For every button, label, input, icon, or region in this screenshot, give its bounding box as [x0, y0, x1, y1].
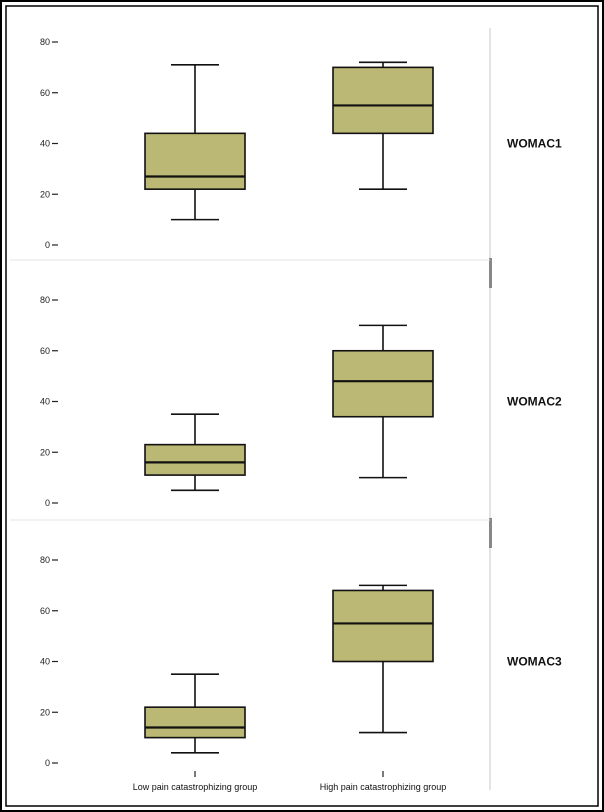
y-tick-label: 60: [40, 88, 50, 98]
y-tick-label: 20: [40, 189, 50, 199]
y-tick-label: 20: [40, 447, 50, 457]
iqr-box: [332, 349, 434, 418]
panels-group: 0 20 40 60 80 WOMAC1 0 20 40 60 80 WOMAC2 0 20 40 60 80 W…: [10, 28, 562, 790]
x-category-label: Low pain catastrophizing group: [133, 782, 258, 792]
iqr-box: [144, 706, 246, 739]
inner-frame: [5, 5, 599, 807]
box-high-group: [332, 584, 434, 734]
y-tick-label: 40: [40, 657, 50, 667]
y-tick-label: 0: [45, 240, 50, 250]
iqr-box: [332, 589, 434, 663]
box-high-group: [332, 61, 434, 190]
iqr-box: [144, 132, 246, 190]
y-tick-label: 20: [40, 707, 50, 717]
panel-label: WOMAC2: [507, 395, 562, 409]
box-low-group: [144, 64, 246, 221]
iqr-box: [144, 443, 246, 476]
panel-label: WOMAC1: [507, 137, 562, 151]
y-tick-label: 0: [45, 758, 50, 768]
panel-1: 0 20 40 60 80 WOMAC1: [40, 28, 562, 272]
box-low-group: [144, 673, 246, 754]
y-tick-label: 80: [40, 295, 50, 305]
panel-label: WOMAC3: [507, 655, 562, 669]
iqr-box: [332, 66, 434, 135]
y-tick-label: 0: [45, 498, 50, 508]
y-tick-label: 60: [40, 346, 50, 356]
y-tick-label: 40: [40, 397, 50, 407]
y-tick-label: 80: [40, 555, 50, 565]
category-axis-group: Low pain catastrophizing group High pain …: [133, 771, 447, 792]
panel-border-marker: [489, 258, 492, 288]
y-tick-label: 40: [40, 139, 50, 149]
x-category-label: High pain catastrophizing group: [320, 782, 447, 792]
panel-border-marker: [489, 518, 492, 548]
panel-3: 0 20 40 60 80 WOMAC3: [10, 518, 562, 790]
box-high-group: [332, 324, 434, 479]
panel-2: 0 20 40 60 80 WOMAC2: [10, 258, 562, 530]
box-low-group: [144, 413, 246, 492]
y-tick-label: 60: [40, 606, 50, 616]
y-tick-label: 80: [40, 37, 50, 47]
